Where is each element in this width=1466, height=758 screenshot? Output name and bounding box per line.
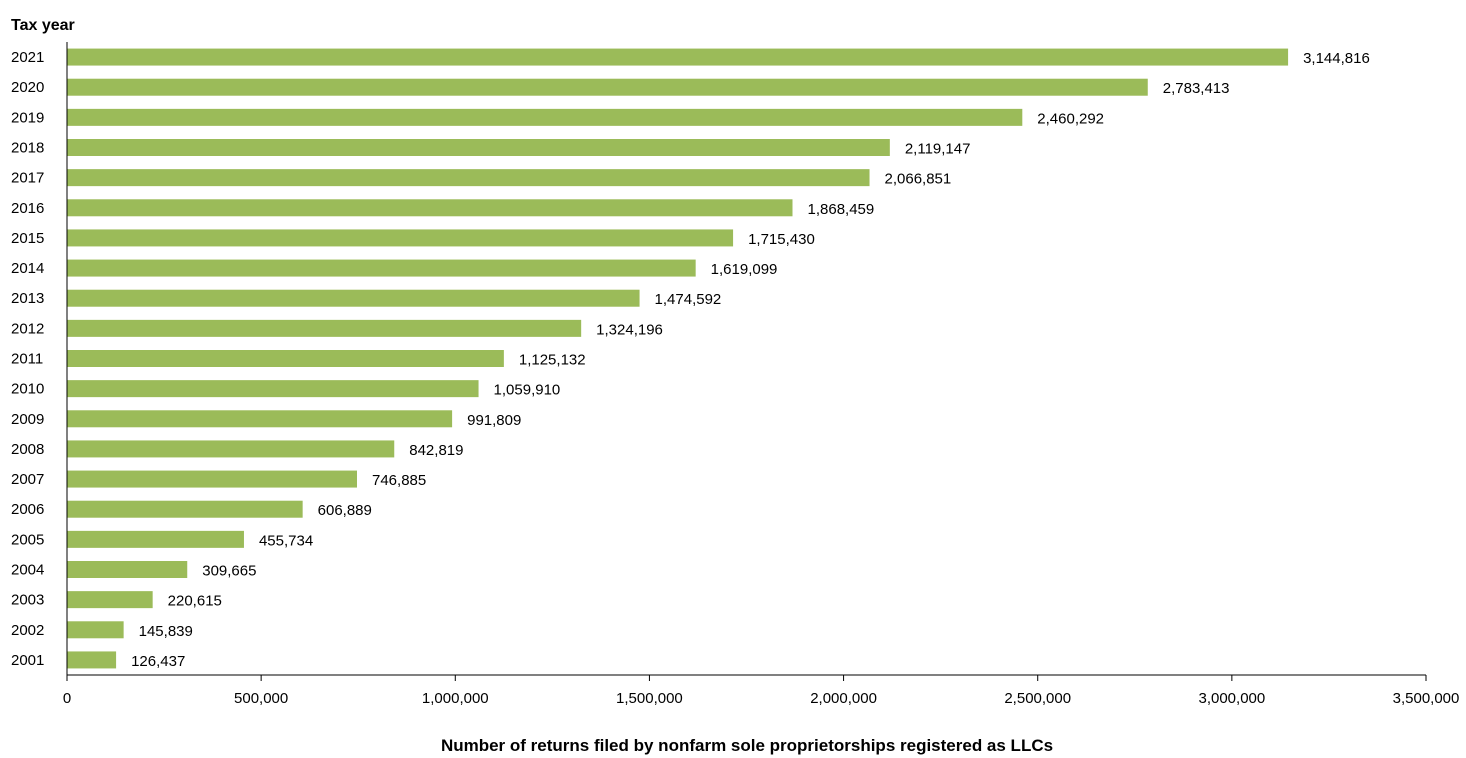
data-label-2012: 1,324,196 [596, 321, 663, 338]
bar-2008 [67, 440, 395, 458]
data-label-2019: 2,460,292 [1037, 110, 1104, 127]
data-label-2003: 220,615 [168, 593, 222, 610]
category-label-2001: 2001 [11, 652, 44, 669]
bar-2018 [67, 139, 890, 156]
data-label-2021: 3,144,816 [1303, 50, 1370, 67]
data-label-2004: 309,665 [202, 563, 256, 580]
data-label-2005: 455,734 [259, 532, 313, 549]
bar-2015 [67, 229, 734, 247]
category-label-2007: 2007 [11, 471, 44, 488]
bar-2009 [67, 410, 453, 428]
category-label-2018: 2018 [11, 140, 44, 157]
category-label-2004: 2004 [11, 562, 44, 579]
category-label-2021: 2021 [11, 49, 44, 66]
data-label-2007: 746,885 [372, 472, 426, 489]
data-label-2014: 1,619,099 [711, 261, 778, 278]
x-tick-label: 1,500,000 [616, 690, 683, 707]
category-label-2017: 2017 [11, 170, 44, 187]
category-label-2014: 2014 [11, 260, 44, 277]
bar-2016 [67, 199, 793, 217]
category-label-2019: 2019 [11, 109, 44, 126]
data-label-2018: 2,119,147 [905, 141, 971, 158]
x-tick-label: 0 [63, 690, 71, 707]
bar-2003 [67, 591, 153, 609]
category-label-2015: 2015 [11, 230, 44, 247]
category-label-2012: 2012 [11, 320, 44, 337]
category-label-2011: 2011 [11, 351, 43, 368]
x-axis-title: Number of returns filed by nonfarm sole … [441, 736, 1053, 755]
category-label-2009: 2009 [11, 411, 44, 428]
data-label-2020: 2,783,413 [1163, 80, 1230, 97]
x-tick-label: 2,500,000 [1004, 690, 1071, 707]
category-label-2003: 2003 [11, 592, 44, 609]
data-label-2008: 842,819 [409, 442, 463, 459]
category-label-2020: 2020 [11, 79, 44, 96]
data-label-2009: 991,809 [467, 412, 521, 429]
bar-2013 [67, 289, 640, 307]
bar-2019 [67, 108, 1023, 126]
data-label-2002: 145,839 [139, 623, 193, 640]
data-label-2017: 2,066,851 [885, 171, 952, 188]
bar-2017 [67, 169, 870, 187]
category-label-2013: 2013 [11, 290, 44, 307]
bar-2011 [67, 350, 504, 367]
bar-2020 [67, 78, 1148, 96]
x-tick-label: 3,500,000 [1393, 690, 1460, 707]
category-label-2006: 2006 [11, 501, 44, 518]
bar-2007 [67, 470, 357, 488]
x-axis-ticks: 0 500,000 1,000,000 1,500,000 2,000,000 2,500… [63, 675, 1460, 707]
category-label-2008: 2008 [11, 441, 44, 458]
data-label-2010: 1,059,910 [494, 382, 561, 399]
bar-2021 [67, 48, 1289, 66]
x-tick-label: 2,000,000 [810, 690, 877, 707]
bar-2012 [67, 319, 582, 337]
y-axis-title: Tax year [11, 17, 75, 34]
bars-group [67, 48, 1289, 669]
data-label-2006: 606,889 [318, 502, 372, 519]
x-tick-label: 500,000 [234, 690, 288, 707]
bar-2004 [67, 561, 188, 578]
data-label-2015: 1,715,430 [748, 231, 815, 248]
bar-2001 [67, 651, 117, 669]
category-label-2002: 2002 [11, 622, 44, 639]
data-labels: 3,144,816 2,783,413 2,460,292 2,119,147 2,06… [131, 50, 1370, 670]
data-label-2016: 1,868,459 [808, 201, 875, 218]
bar-2002 [67, 621, 124, 639]
bar-2006 [67, 500, 303, 518]
data-label-2001: 126,437 [131, 653, 185, 670]
x-tick-label: 3,000,000 [1198, 690, 1265, 707]
category-label-2016: 2016 [11, 200, 44, 217]
category-labels: 2021 2020 2019 2018 2017 2016 2015 2014 2013 2012… [11, 49, 44, 669]
category-label-2005: 2005 [11, 531, 44, 548]
bar-2014 [67, 259, 696, 277]
bar-2010 [67, 380, 479, 398]
category-label-2010: 2010 [11, 381, 44, 398]
data-label-2011: 1,125,132 [519, 352, 586, 369]
x-tick-label: 1,000,000 [422, 690, 489, 707]
bar-2005 [67, 530, 244, 548]
data-label-2013: 1,474,592 [655, 291, 722, 308]
